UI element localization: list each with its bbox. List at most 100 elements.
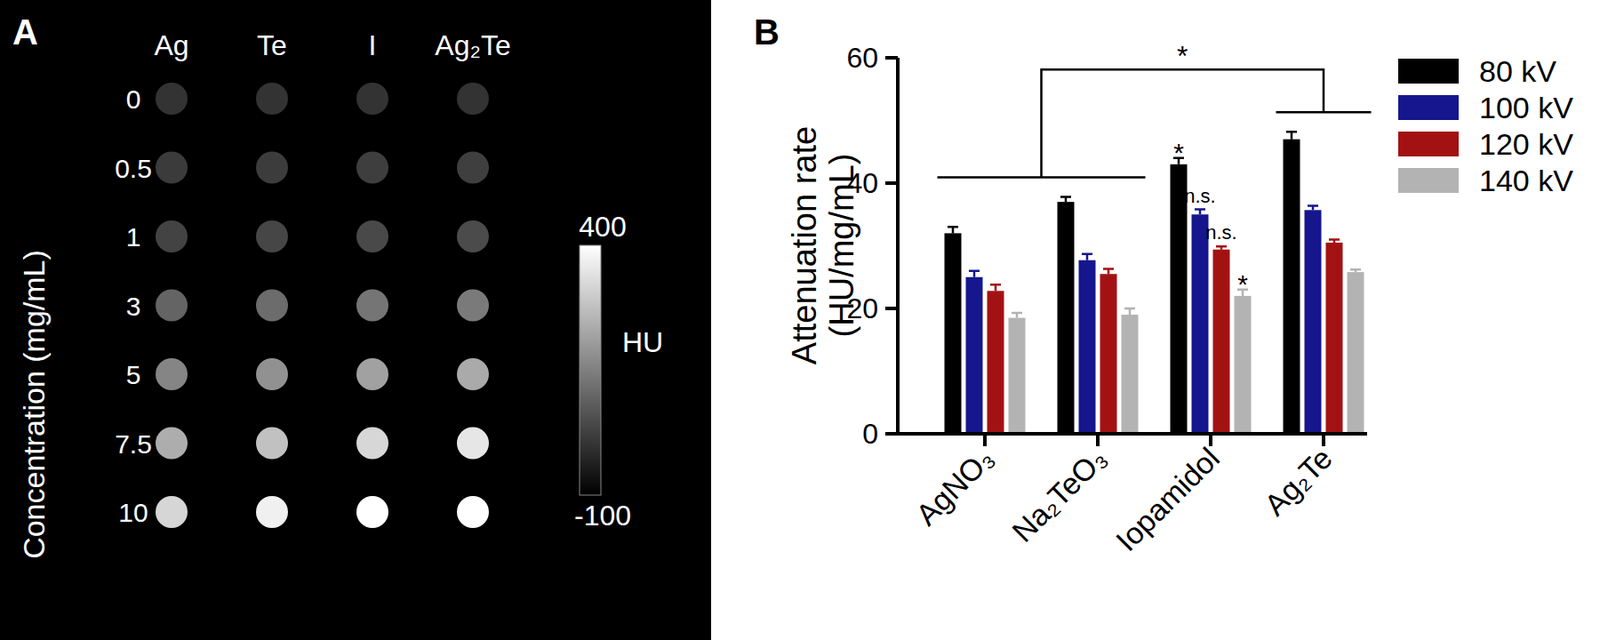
y-tick xyxy=(885,306,898,311)
annotation: n.s. xyxy=(1205,221,1237,244)
bar xyxy=(1234,296,1252,434)
y-axis-line xyxy=(896,57,900,436)
y-axis-label: Concentration (mg/mL) xyxy=(16,249,51,560)
phantom-cell xyxy=(155,289,188,322)
row-label: 0 xyxy=(126,84,142,114)
legend-swatch xyxy=(1398,168,1459,193)
row-label: 3 xyxy=(126,291,142,321)
bar xyxy=(1079,260,1096,434)
y-tick xyxy=(885,56,898,60)
error-bar xyxy=(1328,239,1340,243)
phantom-cell xyxy=(356,152,389,184)
legend-swatch xyxy=(1398,58,1459,84)
error-bar xyxy=(968,271,980,278)
colorbar xyxy=(579,245,601,496)
phantom-cell xyxy=(256,496,288,528)
error-bar xyxy=(1307,205,1319,210)
error-bar xyxy=(1286,131,1297,139)
x-tick-label: Ag₂Te xyxy=(1257,440,1339,522)
bar xyxy=(1283,139,1301,434)
column-label: I xyxy=(368,29,377,62)
error-bar xyxy=(1103,269,1114,275)
error-bar xyxy=(1194,209,1206,216)
column-label: Te xyxy=(256,29,288,62)
x-tick-label: Na₂TeO₃ xyxy=(1005,440,1113,549)
row-label: 0.5 xyxy=(114,153,152,184)
legend-swatch xyxy=(1398,131,1459,157)
panel-label: B xyxy=(753,12,780,52)
y-tick-label: 0 xyxy=(862,417,879,450)
legend-swatch xyxy=(1398,95,1459,120)
annotation: * xyxy=(1176,40,1188,72)
annotation: * xyxy=(1237,269,1248,299)
phantom-cell xyxy=(356,427,389,460)
phantom-cell xyxy=(456,496,489,528)
legend-label: 100 kV xyxy=(1479,90,1574,125)
annotation: * xyxy=(1173,137,1184,168)
x-tick xyxy=(1321,433,1326,447)
error-bar xyxy=(1124,308,1136,315)
y-axis-label: Attenuation rate xyxy=(785,126,824,365)
legend-label: 120 kV xyxy=(1479,127,1574,161)
bar xyxy=(1100,273,1118,434)
phantom-cell xyxy=(256,427,288,460)
error-bar xyxy=(990,284,1001,291)
phantom-cell xyxy=(356,289,389,322)
phantom-cell xyxy=(155,220,188,253)
phantom-cell xyxy=(256,289,288,322)
significance-bracket xyxy=(937,69,1372,177)
phantom-cell xyxy=(456,427,489,460)
x-tick-label: AgNO₃ xyxy=(909,440,1000,532)
colorbar-tick-label: 400 xyxy=(578,210,626,243)
phantom-cell xyxy=(155,152,188,184)
panel-background xyxy=(0,0,712,640)
phantom-cell xyxy=(456,289,489,322)
bar xyxy=(1057,201,1075,434)
phantom-cell xyxy=(155,496,188,528)
bar xyxy=(944,232,962,434)
row-label: 7.5 xyxy=(114,429,152,459)
error-bar xyxy=(1350,269,1361,272)
phantom-cells xyxy=(155,82,489,528)
bar xyxy=(1326,242,1344,434)
phantom-cell xyxy=(456,220,489,253)
x-tick-label: Iopamidol xyxy=(1109,440,1226,558)
error-bar xyxy=(1216,246,1227,250)
x-tick xyxy=(983,433,987,447)
panel-label: A xyxy=(12,12,39,52)
phantom-cell xyxy=(155,427,188,460)
error-bar xyxy=(947,226,959,233)
phantom-cell xyxy=(456,358,489,391)
phantom-cell xyxy=(356,220,389,253)
y-tick xyxy=(885,432,898,436)
x-tick xyxy=(1096,433,1100,447)
row-label: 10 xyxy=(118,497,148,528)
bar xyxy=(1347,272,1365,434)
colorbar-tick-label: -100 xyxy=(574,499,632,532)
bar xyxy=(1213,249,1231,434)
phantom-cell xyxy=(356,358,389,391)
phantom-cell xyxy=(256,82,288,115)
phantom-cell xyxy=(456,82,489,115)
bar xyxy=(1304,209,1322,434)
colorbar-label: HU xyxy=(622,326,664,359)
error-bar xyxy=(1060,197,1072,203)
phantom-cell xyxy=(256,152,288,184)
phantom-cell xyxy=(456,152,489,184)
row-label: 5 xyxy=(126,360,142,390)
phantom-cell xyxy=(356,82,389,115)
phantom-cell xyxy=(155,82,188,115)
row-label: 1 xyxy=(126,222,142,252)
bar xyxy=(1121,314,1139,434)
error-bar xyxy=(1081,254,1093,261)
bar xyxy=(1008,318,1026,434)
phantom-cell xyxy=(256,358,288,391)
y-tick xyxy=(885,181,898,185)
phantom-cell xyxy=(256,220,288,253)
y-tick-label: 20 xyxy=(846,292,879,325)
x-tick xyxy=(1208,433,1213,447)
x-axis-line xyxy=(897,432,1368,436)
column-label: Ag₂Te xyxy=(434,29,511,62)
bar xyxy=(1192,214,1209,434)
error-bar xyxy=(1011,312,1023,319)
